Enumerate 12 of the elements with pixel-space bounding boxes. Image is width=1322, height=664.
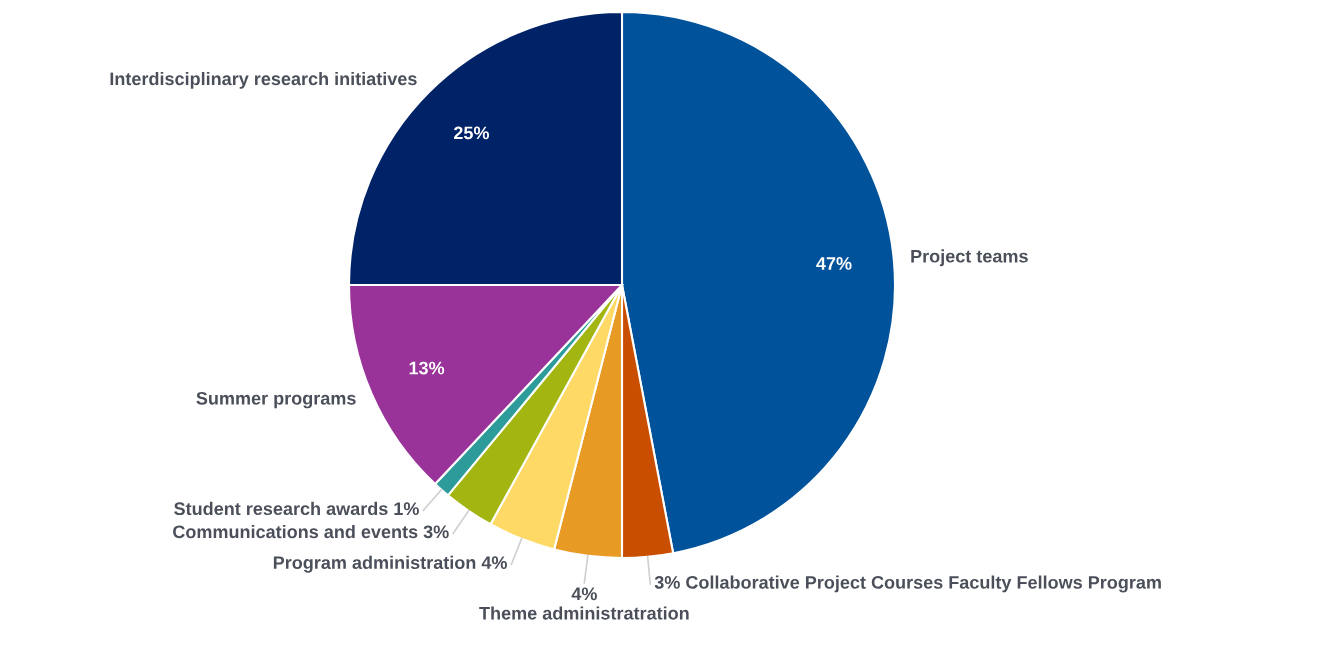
data-label: 47% bbox=[816, 257, 852, 270]
data-label: 13% bbox=[409, 361, 445, 375]
slice-label: Summer programs bbox=[196, 391, 356, 409]
data-label: 4% bbox=[571, 587, 597, 601]
slice-label: Project teams bbox=[911, 249, 1028, 267]
slice-label: 3% Collaborative Project Courses Faculty Fellows Program bbox=[654, 575, 1161, 593]
slice-label: Communications and events 3% bbox=[173, 524, 449, 539]
slice-label: Interdisciplinary research initiatives bbox=[110, 71, 417, 89]
slice-label: Student research awards 1% bbox=[174, 501, 419, 516]
slice-label: Program administration 4% bbox=[273, 555, 507, 573]
slice-label: Theme administratration bbox=[479, 606, 689, 620]
data-label: 25% bbox=[453, 126, 490, 140]
